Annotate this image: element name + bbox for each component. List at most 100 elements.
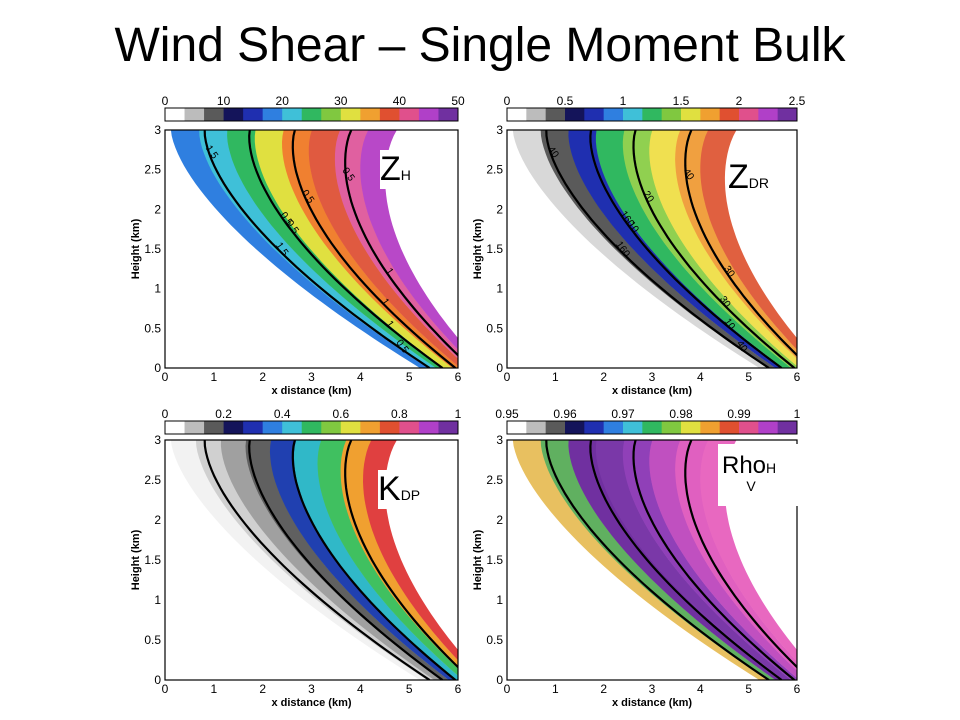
zh-field-band — [170, 130, 429, 368]
rhohv-y-tick-label: 1 — [496, 593, 503, 607]
kdp-colorbar-tick-label: 0.4 — [274, 407, 291, 421]
zdr-field-band — [649, 130, 797, 367]
kdp-colorbar-swatch — [165, 421, 186, 434]
zdr-field-band — [595, 130, 792, 368]
zdr-colorbar-tick-label: 1 — [620, 94, 627, 108]
zh-colorbar-tick-label: 20 — [276, 94, 290, 108]
zdr-x-tick-label: 0 — [504, 370, 511, 384]
zdr-contour-line — [684, 130, 797, 357]
rhohv-colorbar-tick-label: 0.99 — [727, 407, 751, 421]
rhohv-field-band — [675, 440, 797, 671]
zh-field-band — [308, 130, 458, 367]
rhohv-colorbar-swatch — [777, 421, 798, 434]
zdr-y-tick-label: 1 — [496, 282, 503, 296]
kdp-y-tick-label: 3 — [154, 433, 161, 447]
rhohv-x-tick-label: 1 — [552, 682, 559, 696]
zh-contour-line — [248, 130, 444, 368]
zh-panel: 0 10 20 30 40 500 1 2 3 4 5 600.511.522.53x distanc… — [130, 94, 465, 397]
kdp-x-tick-label: 0 — [162, 682, 169, 696]
zh-colorbar-swatch — [438, 108, 459, 121]
rhohv-field-band — [512, 440, 768, 680]
zh-y-tick-label: 3 — [154, 123, 161, 137]
zdr-x-tick-label: 3 — [649, 370, 656, 384]
zdr-colorbar-tick-label: 0 — [504, 94, 511, 108]
rhohv-colorbar-tick-label: 0.95 — [495, 407, 519, 421]
zdr-axes-frame — [506, 129, 798, 369]
rhohv-colorbar-swatch — [661, 421, 682, 434]
zh-y-tick-label: 2.5 — [144, 163, 161, 177]
zh-field-band — [254, 130, 453, 368]
zh-x-tick-label: 6 — [455, 370, 462, 384]
kdp-colorbar-swatch — [262, 421, 283, 434]
zh-label-sub: H — [400, 167, 411, 183]
kdp-field-band — [170, 440, 428, 680]
rhohv-contour-line — [545, 440, 770, 680]
kdp-colorbar-swatch — [223, 421, 244, 434]
zh-contour-label: 1 — [383, 319, 395, 330]
zdr-colorbar-swatch — [661, 108, 682, 121]
rhohv-colorbar-swatch — [526, 421, 547, 434]
zdr-colorbar-swatch — [507, 108, 527, 121]
rhohv-x-tick-label: 2 — [600, 682, 607, 696]
kdp-x-axis-label: x distance (km) — [271, 697, 351, 709]
rhohv-x-tick-label: 4 — [697, 682, 704, 696]
kdp-y-tick-label: 0 — [154, 673, 161, 687]
zdr-colorbar-swatch — [603, 108, 624, 121]
kdp-y-axis-label: Height (km) — [130, 529, 142, 590]
rhohv-colorbar-swatch — [507, 421, 527, 434]
zdr-colorbar-swatch — [565, 108, 585, 121]
zdr-field-band — [540, 130, 776, 368]
zh-colorbar-swatch — [399, 108, 420, 121]
zh-x-axis-label: x distance (km) — [271, 385, 351, 397]
rhohv-y-tick-label: 3 — [496, 433, 503, 447]
kdp-colorbar-swatch — [379, 421, 400, 434]
rhohv-x-tick-label: 6 — [794, 682, 801, 696]
kdp-field-band — [220, 440, 442, 680]
rhohv-axes-frame — [506, 439, 798, 681]
rhohv-contour-line — [684, 440, 797, 669]
zdr-colorbar-tick-label: 2.5 — [789, 94, 806, 108]
zdr-x-tick-label: 1 — [552, 370, 559, 384]
kdp-field-band — [269, 440, 456, 680]
zh-colorbar-swatch — [262, 108, 283, 121]
zdr-contour-line — [545, 130, 770, 368]
rhohv-colorbar-swatch — [681, 421, 701, 434]
zdr-y-axis-label: Height (km) — [472, 218, 484, 279]
zh-y-tick-label: 0.5 — [144, 321, 161, 335]
zdr-contour-line — [632, 130, 796, 368]
zdr-colorbar-swatch — [526, 108, 547, 121]
zh-y-tick-label: 1 — [154, 282, 161, 296]
rhohv-colorbar-swatch — [700, 421, 721, 434]
rhohv-y-tick-label: 1.5 — [486, 553, 503, 567]
zdr-colorbar-swatch — [545, 108, 566, 121]
zh-colorbar-swatch — [165, 108, 186, 121]
kdp-colorbar-tick-label: 0.6 — [332, 407, 349, 421]
zdr-colorbar-swatch — [700, 108, 721, 121]
kdp-colorbar-swatch — [360, 421, 381, 434]
kdp-contour-line — [344, 440, 458, 669]
kdp-panel: 0 0.2 0.4 0.6 0.8 10 1 2 3 4 5 600.511.522.53x dist… — [130, 407, 462, 709]
kdp-y-tick-label: 0.5 — [144, 633, 161, 647]
zdr-y-tick-label: 0.5 — [486, 321, 503, 335]
kdp-y-tick-label: 1 — [154, 593, 161, 607]
rhohv-label-main: Rho — [722, 452, 767, 479]
kdp-contour-line — [291, 440, 457, 680]
kdp-x-tick-label: 4 — [357, 682, 364, 696]
rhohv-colorbar-swatch — [565, 421, 585, 434]
rhohv-field-band — [568, 440, 784, 680]
zdr-y-tick-label: 1.5 — [486, 242, 503, 256]
zdr-y-tick-label: 2 — [496, 202, 503, 216]
kdp-label: KDP — [378, 470, 421, 509]
kdp-field-band — [363, 440, 458, 661]
rhohv-field-band — [595, 440, 792, 680]
rhohv-label-sub: H — [766, 460, 777, 476]
rhohv-y-tick-label: 0 — [496, 673, 503, 687]
kdp-colorbar-tick-label: 0.2 — [215, 407, 232, 421]
zh-field-band — [282, 130, 458, 368]
zh-x-tick-label: 5 — [406, 370, 413, 384]
zdr-panel: 0 0.5 1 1.5 2 2.50 1 2 3 4 5 600.511.522.53x distan… — [472, 94, 806, 397]
kdp-x-tick-label: 1 — [210, 682, 217, 696]
kdp-colorbar-swatch — [418, 421, 439, 434]
zh-field-band — [334, 130, 458, 359]
zh-colorbar-swatch — [360, 108, 381, 121]
